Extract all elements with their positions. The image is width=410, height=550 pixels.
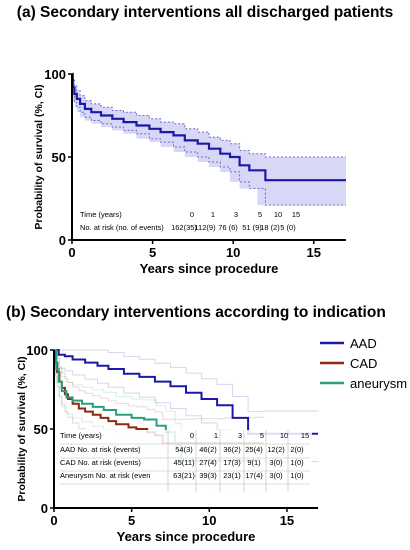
chart-b-risk-cell: 2(0): [290, 445, 304, 454]
chart-b-risk-cell: 36(2): [223, 445, 241, 454]
chart-a-title: (a) Secondary interventions all discharg…: [16, 4, 394, 21]
chart-b-risk-cell: 39(3): [199, 471, 217, 480]
chart-b-risk-row-label: AAD No. at risk (events): [60, 445, 141, 454]
chart-a-risk-cell: 10: [274, 210, 282, 219]
chart-b-risk-cell: 10: [280, 431, 288, 440]
chart-b-legend-label: aneurysm: [350, 376, 407, 391]
chart-b-risk-cell: 3: [238, 431, 242, 440]
chart-a-risk-cell: 76 (6): [218, 223, 238, 232]
chart-a-risk-cell: 15: [292, 210, 300, 219]
chart-a-y-axis-label: Probability of survival (%, CI): [33, 84, 45, 229]
chart-b-risk-cell: 12(2): [267, 445, 285, 454]
chart-a-risk-cell: 112(9): [194, 223, 216, 232]
chart-b-x-axis-label: Years since procedure: [117, 529, 256, 544]
chart-b-x-tick-label: 15: [280, 513, 294, 528]
chart-b-risk-cell: 27(4): [199, 458, 217, 467]
chart-b-legend-label: AAD: [350, 336, 377, 351]
chart-b-risk-cell: 9(1): [247, 458, 261, 467]
chart-b-risk-cell: 46(2): [199, 445, 217, 454]
chart-a-x-tick-label: 15: [307, 245, 321, 260]
chart-b-y-tick-label: 100: [26, 343, 48, 358]
chart-b-risk-cell: 3(0): [269, 471, 283, 480]
chart-b-risk-cell: 54(3): [175, 445, 193, 454]
chart-a-risk-cell: 3: [234, 210, 238, 219]
chart-a-risk-cell: 18 (2): [260, 223, 280, 232]
chart-a-risk-row-label: Time (years): [80, 210, 122, 219]
chart-a-risk-cell: 5: [258, 210, 262, 219]
chart-b-x-tick-label: 10: [202, 513, 216, 528]
chart-b-risk-cell: 45(11): [173, 458, 195, 467]
chart-a-survival-line: [71, 72, 346, 182]
chart-a-x-tick-label: 10: [226, 245, 240, 260]
chart-b-risk-cell: 3(0): [269, 458, 283, 467]
chart-b-risk-cell: 1(0): [290, 458, 304, 467]
chart-b-risk-cell: 1: [214, 431, 218, 440]
chart-b-ci-upper-aneurysm: [54, 349, 257, 439]
chart-a-ci-upper: [72, 73, 346, 158]
chart-b-risk-cell: 1(0): [290, 471, 304, 480]
chart-b-risk-cell: 63(21): [173, 471, 195, 480]
chart-a-risk-cell: 51 (9): [242, 223, 262, 232]
chart-b-risk-cell: 5: [260, 431, 264, 440]
chart-a-risk-cell: 0: [190, 210, 194, 219]
chart-b-y-tick-label: 0: [41, 501, 48, 516]
chart-b-y-tick-label: 50: [34, 422, 48, 437]
chart-b-risk-cell: 17(4): [245, 471, 263, 480]
chart-b-ci-upper-cad: [54, 349, 265, 420]
chart-b-risk-cell: 25(4): [245, 445, 263, 454]
chart-a-y-tick-label: 100: [44, 67, 66, 82]
chart-a-ci-lower: [72, 73, 346, 206]
chart-b-y-axis-label: Probability of survival (%, CI): [16, 356, 28, 501]
chart-a-risk-cell: 162(35): [171, 223, 197, 232]
chart-a-risk-row-label: No. at risk (no. of events): [80, 223, 164, 232]
chart-b-ci-upper-aad: [54, 349, 319, 413]
chart-a-y-tick-label: 50: [52, 150, 66, 165]
chart-a-ci-band: [72, 74, 346, 206]
chart-a-x-tick-label: 0: [68, 245, 75, 260]
chart-b-title: (b) Secondary interventions according to…: [6, 304, 386, 321]
chart-b-risk-row-label: Aneurysm No. at risk (even: [60, 471, 150, 480]
chart-b-risk-row-label: CAD No. at risk (events): [60, 458, 141, 467]
chart-b-risk-row-label: Time (years): [60, 431, 102, 440]
chart-a-risk-cell: 1: [211, 210, 215, 219]
chart-b-risk-cell: 0: [190, 431, 194, 440]
chart-a-risk-cell: 5 (0): [280, 223, 296, 232]
chart-b-x-tick-label: 0: [50, 513, 57, 528]
chart-b-risk-cell: 23(1): [223, 471, 241, 480]
chart-a-x-tick-label: 5: [149, 245, 156, 260]
chart-b-series-aad: [54, 349, 318, 435]
chart-b-risk-cell: 17(3): [223, 458, 241, 467]
chart-b-risk-table-bg: [58, 430, 312, 492]
chart-a-x-axis-label: Years since procedure: [140, 261, 279, 276]
chart-b-risk-cell: 15: [301, 431, 309, 440]
chart-b-legend-label: CAD: [350, 356, 377, 371]
chart-b-x-tick-label: 5: [128, 513, 135, 528]
chart-a-y-tick-label: 0: [59, 233, 66, 248]
